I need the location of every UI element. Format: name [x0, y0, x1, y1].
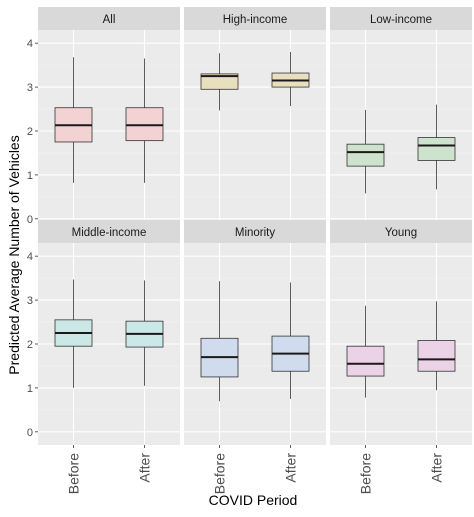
y-tick-label: 1	[27, 170, 33, 182]
x-axis-label: COVID Period	[209, 492, 298, 508]
facet-minority: Minority	[184, 220, 326, 445]
box-after	[271, 282, 310, 399]
box-before	[54, 57, 93, 183]
box-iqr	[125, 107, 164, 142]
facet-strip	[184, 220, 326, 243]
y-tick-label: 2	[27, 339, 33, 351]
box-after	[417, 104, 456, 190]
y-axis-label: Predicted Average Number of Vehicles	[6, 135, 22, 374]
box-after	[125, 280, 164, 386]
facet-young: Young	[330, 220, 472, 445]
facet-middle-income: Middle-income	[38, 220, 180, 445]
x-tick-label: Before	[358, 453, 374, 494]
facet-title: High-income	[223, 14, 288, 26]
facet-strip	[38, 7, 180, 30]
box-after	[125, 58, 164, 183]
x-tick-label: After	[429, 453, 445, 483]
x-axes: Before After Before After Before After	[66, 445, 445, 494]
box-before	[346, 305, 385, 398]
box-after	[271, 51, 310, 106]
y-tick-label: 4	[27, 251, 33, 263]
facet-high-income: High-income	[184, 7, 326, 232]
x-tick-label: Before	[212, 453, 228, 494]
facet-title: All	[103, 14, 116, 26]
y-tick-label: 4	[27, 38, 33, 50]
y-tick-label: 1	[27, 383, 33, 395]
box-before	[200, 281, 239, 402]
x-tick-label: Before	[66, 453, 82, 494]
box-iqr	[346, 345, 385, 377]
box-iqr	[417, 137, 456, 161]
facet-strip	[184, 7, 326, 30]
facet-title: Low-income	[370, 14, 432, 26]
box-iqr	[346, 143, 385, 167]
y-axes: 0 1 2 3 4 0 1 2 3 4	[27, 38, 38, 439]
x-tick-label: After	[137, 453, 153, 483]
y-tick-label: 0	[27, 214, 33, 226]
box-before	[54, 279, 93, 388]
box-iqr	[417, 340, 456, 372]
box-before	[200, 53, 239, 111]
facet-all: All	[38, 7, 180, 232]
box-before	[346, 109, 385, 194]
facet-strip	[38, 220, 180, 243]
y-tick-label: 3	[27, 82, 33, 94]
x-tick-label: After	[283, 453, 299, 483]
box-iqr	[200, 73, 239, 90]
y-tick-label: 2	[27, 126, 33, 138]
facet-strip	[330, 220, 472, 243]
facet-panels: All High-income Low-income Middle-income Min…	[38, 7, 472, 445]
facet-title: Young	[385, 227, 417, 239]
facet-low-income: Low-income	[330, 7, 472, 232]
y-tick-label: 3	[27, 295, 33, 307]
facet-title: Minority	[235, 227, 276, 239]
facet-title: Middle-income	[72, 227, 147, 239]
y-tick-label: 0	[27, 427, 33, 439]
facet-strip	[330, 7, 472, 30]
box-after	[417, 301, 456, 391]
